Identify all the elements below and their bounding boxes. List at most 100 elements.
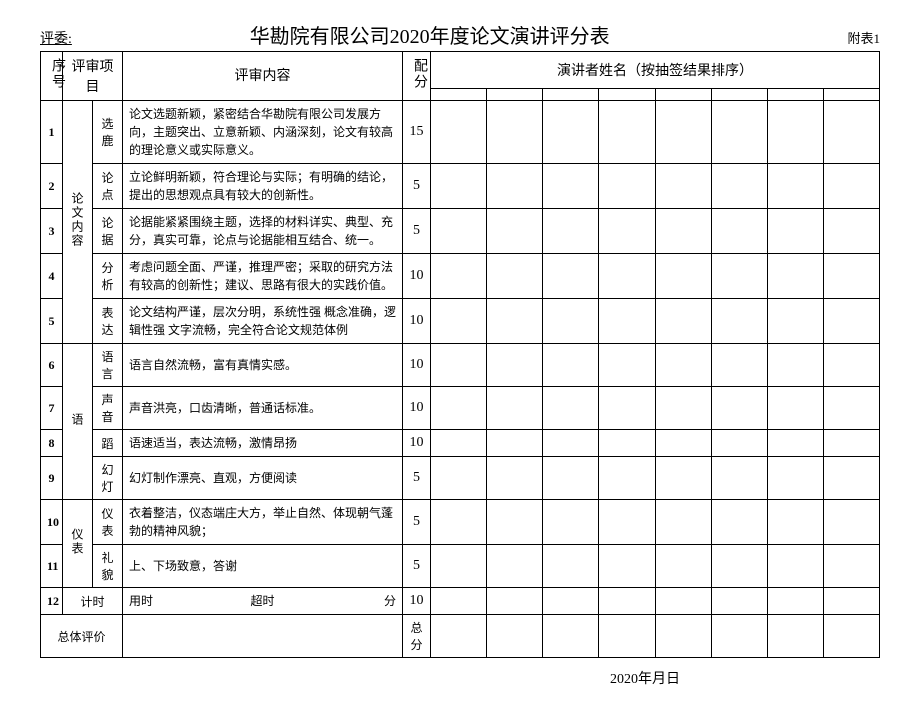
score-cell [823, 299, 879, 344]
score-cell [487, 254, 543, 299]
timing-row: 12 计时 用时 超时 分 10 [41, 588, 880, 615]
score-cell [599, 500, 655, 545]
score-cell [655, 344, 711, 387]
score-cell [767, 299, 823, 344]
score-cell [431, 545, 487, 588]
table-row: 5 表达 论文结构严谨，层次分明，系统性强 概念准确，逻辑性强 文字流畅，完全符… [41, 299, 880, 344]
row-score: 5 [403, 500, 431, 545]
row-score: 5 [403, 457, 431, 500]
speaker-col-2 [487, 89, 543, 101]
score-cell [599, 457, 655, 500]
summary-row: 总体评价 总分 [41, 615, 880, 658]
row-score: 5 [403, 545, 431, 588]
score-cell [767, 101, 823, 164]
score-cell [543, 209, 599, 254]
score-cell [711, 209, 767, 254]
timing-over: 超时 [250, 592, 274, 610]
score-cell [711, 545, 767, 588]
score-cell [599, 254, 655, 299]
timing-used: 用时 [129, 594, 153, 608]
row-item: 语言 [93, 344, 123, 387]
row-content: 上、下场致意，答谢 [123, 545, 403, 588]
score-cell [543, 254, 599, 299]
score-cell [487, 457, 543, 500]
row-content: 语言自然流畅，富有真情实感。 [123, 344, 403, 387]
speaker-col-6 [711, 89, 767, 101]
row-item: 仪表 [93, 500, 123, 545]
score-cell [655, 254, 711, 299]
score-cell [823, 430, 879, 457]
score-cell [655, 500, 711, 545]
header-row: 评委: 华勘院有限公司2020年度论文演讲评分表 附表1 [40, 20, 880, 49]
score-cell [487, 209, 543, 254]
row-num: 4 [41, 254, 63, 299]
row-score: 5 [403, 164, 431, 209]
row-num: 2 [41, 164, 63, 209]
score-cell [431, 254, 487, 299]
speaker-col-4 [599, 89, 655, 101]
row-score: 10 [403, 344, 431, 387]
row-num: 9 [41, 457, 63, 500]
date-label: 2020年月日 [40, 668, 880, 688]
score-cell [823, 457, 879, 500]
score-cell [431, 299, 487, 344]
score-cell [711, 588, 767, 615]
table-row: 10 仪表 仪表 衣着整洁，仪态端庄大方，举止自然、体现朝气蓬勃的精神风貌； 5 [41, 500, 880, 545]
row-item: 表达 [93, 299, 123, 344]
score-cell [431, 209, 487, 254]
row-num: 7 [41, 387, 63, 430]
total-label: 总分 [403, 615, 431, 658]
score-cell [823, 387, 879, 430]
row-content: 论据能紧紧围绕主题，选择的材料详实、典型、充分，真实可靠，论点与论据能相互结合、… [123, 209, 403, 254]
score-cell [487, 588, 543, 615]
timing-label: 计时 [63, 588, 123, 615]
score-cell [599, 344, 655, 387]
header-seq: 序号 [41, 52, 63, 101]
table-row: 4 分析 考虑问题全面、严谨，推理严密；采取的研究方法有较高的创新性；建议、思路… [41, 254, 880, 299]
score-cell [767, 344, 823, 387]
score-cell [711, 430, 767, 457]
score-cell [543, 344, 599, 387]
score-cell [487, 615, 543, 658]
row-num: 11 [41, 545, 63, 588]
header-content: 评审内容 [123, 52, 403, 101]
speaker-col-1 [431, 89, 487, 101]
score-cell [543, 387, 599, 430]
score-cell [543, 164, 599, 209]
table-row: 8 蹈 语速适当，表达流畅，激情昂扬 10 [41, 430, 880, 457]
row-item: 选鹿 [93, 101, 123, 164]
table-row: 2 论点 立论鲜明新颖，符合理论与实际；有明确的结论，提出的思想观点具有较大的创… [41, 164, 880, 209]
score-cell [767, 209, 823, 254]
score-cell [487, 430, 543, 457]
score-cell [543, 545, 599, 588]
row-item: 分析 [93, 254, 123, 299]
score-cell [711, 344, 767, 387]
score-cell [823, 209, 879, 254]
score-cell [711, 101, 767, 164]
score-cell [655, 457, 711, 500]
score-cell [599, 299, 655, 344]
row-num: 1 [41, 101, 63, 164]
score-cell [431, 500, 487, 545]
score-cell [487, 299, 543, 344]
header-row-1: 序号 评审项目 评审内容 配分 演讲者姓名（按抽签结果排序） [41, 52, 880, 89]
row-content: 幻灯制作漂亮、直观，方便阅读 [123, 457, 403, 500]
score-cell [431, 101, 487, 164]
row-item: 蹈 [93, 430, 123, 457]
score-cell [711, 164, 767, 209]
score-cell [599, 164, 655, 209]
score-cell [543, 457, 599, 500]
score-cell [823, 588, 879, 615]
score-cell [431, 387, 487, 430]
score-cell [543, 615, 599, 658]
row-score: 5 [403, 209, 431, 254]
scoring-table: 序号 评审项目 评审内容 配分 演讲者姓名（按抽签结果排序） 1 论文内容 选鹿… [40, 51, 880, 658]
score-cell [431, 615, 487, 658]
score-cell [543, 500, 599, 545]
header-speakers: 演讲者姓名（按抽签结果排序） [431, 52, 880, 89]
score-cell [543, 430, 599, 457]
score-cell [823, 101, 879, 164]
table-row: 1 论文内容 选鹿 论文选题新颖，紧密结合华勘院有限公司发展方向，主题突出、立意… [41, 101, 880, 164]
row-score: 15 [403, 101, 431, 164]
score-cell [655, 615, 711, 658]
